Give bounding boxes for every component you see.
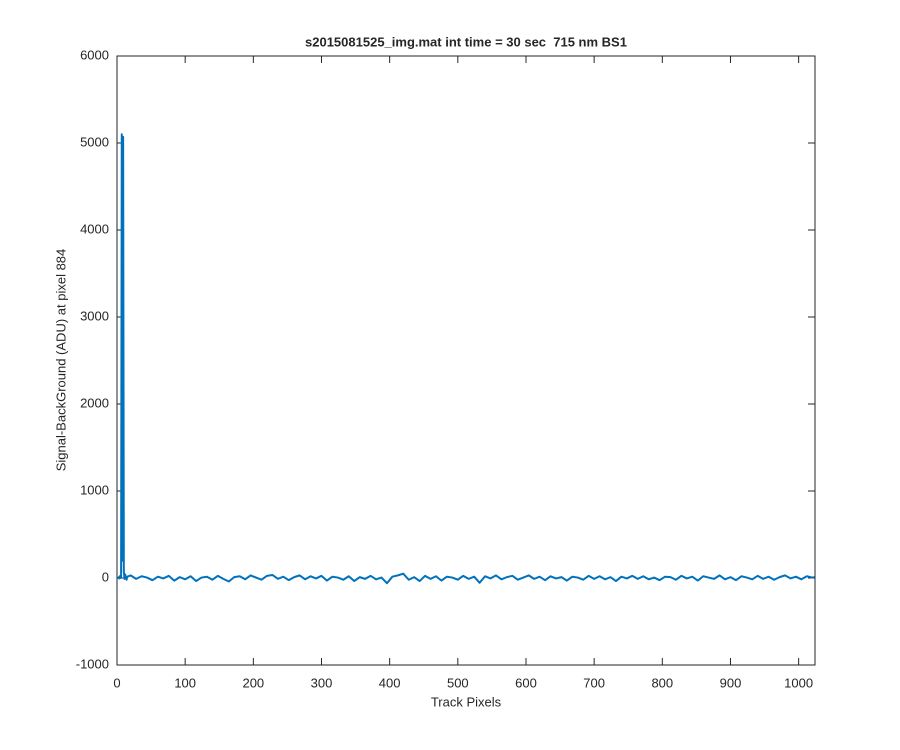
y-tick-label: 5000 [80,134,109,149]
y-tick-label: 4000 [80,221,109,236]
x-tick-label: 700 [583,675,605,690]
x-tick-label: 300 [311,675,333,690]
chart-title: s2015081525_img.mat int time = 30 sec 71… [305,34,627,49]
x-tick-label: 400 [379,675,401,690]
y-tick-label: 3000 [80,308,109,323]
y-tick-label: -1000 [76,656,109,671]
data-line [117,133,816,585]
axes-box [116,55,816,666]
y-axis-label: Signal-BackGround (ADU) at pixel 884 [53,249,68,472]
x-tick-label: 0 [113,675,120,690]
x-tick-label: 800 [651,675,673,690]
y-tick-label: 2000 [80,395,109,410]
x-axis-label: Track Pixels [431,694,502,709]
x-tick-label: 500 [447,675,469,690]
x-tick-label: 200 [242,675,264,690]
x-tick-label: 900 [720,675,742,690]
x-tick-label: 100 [174,675,196,690]
x-tick-label: 600 [515,675,537,690]
y-tick-label: 6000 [80,47,109,62]
x-tick-label: 1000 [784,675,813,690]
y-tick-label: 0 [102,569,109,584]
y-tick-label: 1000 [80,482,109,497]
